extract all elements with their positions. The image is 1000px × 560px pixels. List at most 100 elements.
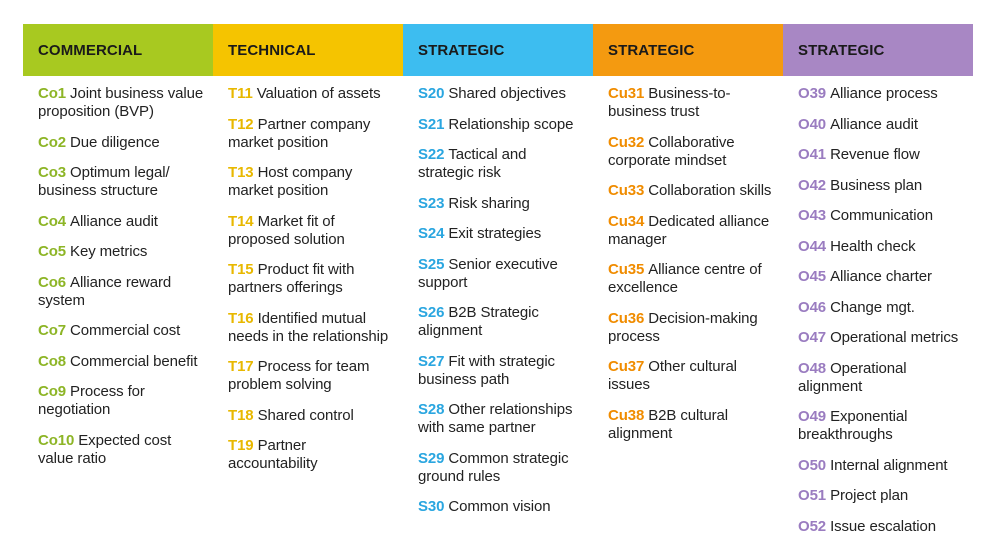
item-code: Co7 xyxy=(38,322,67,339)
item-code: S30 xyxy=(418,498,445,515)
list-item: T18 Shared control xyxy=(228,407,395,425)
item-code: Co5 xyxy=(38,243,67,260)
item-code: Cu36 xyxy=(608,309,645,327)
item-text: Market fit of proposed solution xyxy=(228,212,345,248)
item-text: Other relationships with same partner xyxy=(418,401,573,436)
item-text: Operational alignment xyxy=(798,359,907,395)
item-code: O41 xyxy=(798,146,827,163)
item-text: Common strategic ground rules xyxy=(418,449,569,485)
item-text: Internal alignment xyxy=(830,456,948,474)
item-code: Co9 xyxy=(38,383,67,400)
item-code: Cu34 xyxy=(608,212,645,230)
list-item: O51 Project plan xyxy=(798,487,965,505)
list-item: Cu35 Alliance centre of excellence xyxy=(608,261,775,297)
list-item: O40 Alliance audit xyxy=(798,116,965,134)
item-code: Cu31 xyxy=(608,85,645,102)
item-text: Alliance audit xyxy=(830,115,918,133)
list-item: Co10 Expected cost value ratio xyxy=(38,432,205,468)
list-item: Co6 Alliance reward system xyxy=(38,274,205,310)
item-text: Alliance audit xyxy=(70,212,158,230)
item-code: T13 xyxy=(228,164,254,181)
list-item: S23 Risk sharing xyxy=(418,195,585,213)
item-text: Health check xyxy=(830,237,916,255)
item-code: T19 xyxy=(228,437,254,454)
item-text: Commercial cost xyxy=(70,322,181,339)
list-item: Co1 Joint business value proposition (BVP… xyxy=(38,85,205,121)
list-item: O42 Business plan xyxy=(798,177,965,195)
list-item: O43 Communication xyxy=(798,207,965,225)
item-text: Operational metrics xyxy=(830,329,959,346)
list-item: O47 Operational metrics xyxy=(798,329,965,347)
column-header: TECHNICAL xyxy=(213,24,403,76)
item-code: Co3 xyxy=(38,164,67,181)
item-list: T11 Valuation of assets T12 Partner company… xyxy=(213,76,403,473)
item-code: S29 xyxy=(418,449,445,467)
column-header: STRATEGIC xyxy=(783,24,973,76)
item-text: Project plan xyxy=(830,487,909,504)
item-text: Risk sharing xyxy=(448,194,530,212)
list-item: O39 Alliance process xyxy=(798,85,965,103)
item-text: Common vision xyxy=(448,498,551,515)
list-item: T11 Valuation of assets xyxy=(228,85,395,103)
item-code: S26 xyxy=(418,304,445,321)
item-code: T11 xyxy=(228,85,253,102)
item-text: B2B Strategic alignment xyxy=(418,304,539,339)
list-item: S27 Fit with strategic business path xyxy=(418,353,585,389)
item-code: Co8 xyxy=(38,352,67,370)
item-code: O47 xyxy=(798,329,827,346)
column-header: COMMERCIAL xyxy=(23,24,213,76)
item-code: S20 xyxy=(418,85,445,102)
list-item: T19 Partner accountability xyxy=(228,437,395,473)
list-item: T16 Identified mutual needs in the relati… xyxy=(228,310,395,346)
list-item: S30 Common vision xyxy=(418,498,585,516)
list-item: S25 Senior executive support xyxy=(418,256,585,292)
item-code: Cu35 xyxy=(608,261,645,278)
list-item: S26 B2B Strategic alignment xyxy=(418,304,585,340)
item-code: Co4 xyxy=(38,212,67,230)
list-item: S20 Shared objectives xyxy=(418,85,585,103)
item-code: T16 xyxy=(228,309,254,327)
list-item: Cu33 Collaboration skills xyxy=(608,182,775,200)
item-list: S20 Shared objectives S21 Relationship scop… xyxy=(403,76,593,516)
item-text: Business plan xyxy=(830,176,923,194)
list-item: O45 Alliance charter xyxy=(798,268,965,286)
item-code: O50 xyxy=(798,456,827,474)
list-item: Cu34 Dedicated alliance manager xyxy=(608,213,775,249)
item-code: O46 xyxy=(798,298,827,316)
column-4: STRATEGIC O39 Alliance process O40 Alliance … xyxy=(783,24,973,554)
item-text: Alliance centre of excellence xyxy=(608,261,762,296)
item-code: S27 xyxy=(418,352,445,370)
item-text: Key metrics xyxy=(70,243,148,260)
column-header: STRATEGIC xyxy=(403,24,593,76)
item-text: Collaborative corporate mindset xyxy=(608,133,735,169)
item-code: S23 xyxy=(418,194,445,212)
item-text: Dedicated alliance manager xyxy=(608,212,770,248)
item-code: O42 xyxy=(798,176,827,194)
item-text: Other cultural issues xyxy=(608,358,737,393)
item-text: Business-to-business trust xyxy=(608,85,731,120)
list-item: Cu31 Business-to-business trust xyxy=(608,85,775,121)
list-item: T17 Process for team problem solving xyxy=(228,358,395,394)
column-2: STRATEGIC S20 Shared objectives S21 Relation… xyxy=(403,24,593,554)
list-item: Cu38 B2B cultural alignment xyxy=(608,407,775,443)
list-item: Co9 Process for negotiation xyxy=(38,383,205,419)
item-text: Shared objectives xyxy=(448,85,566,102)
item-text: Product fit with partners offerings xyxy=(228,261,355,296)
item-text: Shared control xyxy=(257,406,354,424)
item-code: T12 xyxy=(228,115,254,133)
list-item: S29 Common strategic ground rules xyxy=(418,450,585,486)
item-code: T18 xyxy=(228,406,254,424)
item-code: Co10 xyxy=(38,431,75,449)
list-item: O48 Operational alignment xyxy=(798,360,965,396)
item-text: Expected cost value ratio xyxy=(38,431,172,467)
item-code: Cu33 xyxy=(608,182,645,199)
list-item: Cu36 Decision-making process xyxy=(608,310,775,346)
item-text: Host company market position xyxy=(228,164,353,199)
item-code: S25 xyxy=(418,255,445,273)
list-item: O50 Internal alignment xyxy=(798,457,965,475)
item-text: Joint business value proposition (BVP) xyxy=(38,85,204,120)
item-text: Tactical and strategic risk xyxy=(418,146,527,181)
item-text: Exponential breakthroughs xyxy=(798,408,908,443)
item-code: T14 xyxy=(228,212,254,230)
item-text: Process for team problem solving xyxy=(228,358,370,393)
